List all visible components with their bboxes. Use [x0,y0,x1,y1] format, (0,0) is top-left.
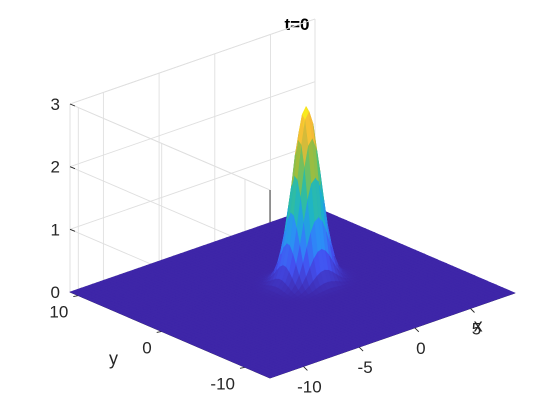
x-tick-label: 0 [416,339,425,358]
z-axis-ticks: 0 1 2 3 [51,95,60,302]
x-axis-label: x [474,316,483,336]
x-tick-label: -5 [358,358,373,377]
y-tick-mark [73,295,79,298]
z-tick-label: 0 [51,283,60,302]
surface-patch [507,291,516,295]
y-axis-label: y [109,348,118,368]
y-tick-mark [156,330,162,333]
z-tick-mark [69,166,76,170]
x-tick-label: -10 [297,377,322,396]
surface-mesh [69,106,516,379]
x-tick-mark [470,308,475,313]
y-tick-label: -10 [210,374,235,393]
gridline [69,143,316,230]
box-edge [69,18,316,105]
x-axis-ticks: -10 -5 0 5 [297,320,481,397]
y-tick-label: 0 [142,338,151,357]
x-tick-mark [358,346,364,352]
y-tick-mark [239,366,246,369]
x-tick-mark [303,366,308,371]
chart-title: t=0 [284,15,309,34]
gridline [69,81,316,168]
box-edge [69,103,271,191]
y-tick-label: 10 [49,303,68,322]
z-tick-label: 3 [51,95,60,114]
z-tick-label: 2 [51,158,60,177]
x-tick-label: 5 [472,320,481,339]
z-tick-label: 1 [51,220,60,239]
z-tick-mark [69,103,76,107]
y-axis-ticks: -10 0 10 [49,303,235,394]
z-tick-mark [69,228,76,232]
x-tick-mark [414,327,420,333]
